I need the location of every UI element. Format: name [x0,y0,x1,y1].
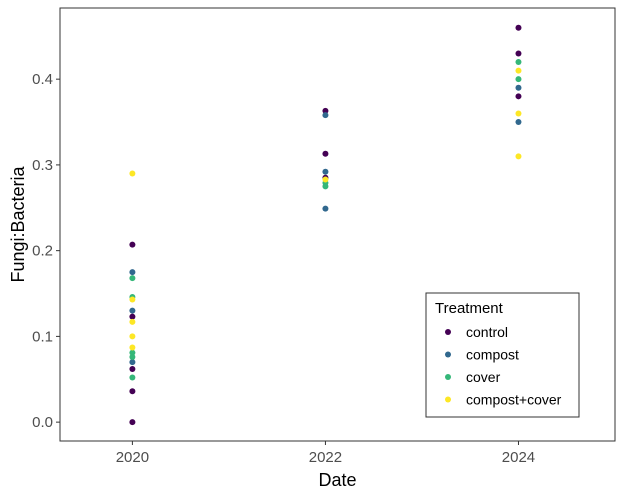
data-point [129,419,136,426]
data-point [129,313,136,320]
legend-marker [445,374,451,380]
data-point [129,353,136,360]
legend-marker [445,396,451,403]
data-point [129,388,136,395]
data-point [515,84,522,91]
y-tick-label: 0.1 [32,328,53,345]
data-point [129,374,136,381]
data-point [129,275,136,282]
legend-label: compost [466,347,519,363]
legend-label: compost+cover [466,392,562,408]
data-point [129,170,136,177]
data-point [515,93,522,100]
data-point [129,349,136,356]
data-point [322,183,329,190]
data-point [129,318,136,325]
data-point [129,307,136,314]
data-point [515,50,522,57]
data-point [129,365,136,372]
data-point [322,150,329,157]
x-tick-label: 2024 [502,449,535,466]
y-tick-label: 0.0 [32,414,53,431]
data-point [129,296,136,303]
data-point [129,333,136,340]
data-point [322,205,329,212]
data-point [515,119,522,126]
data-points-layer [129,24,522,426]
x-axis-title: Date [318,470,356,490]
data-point [515,59,522,66]
legend-box [425,292,580,418]
plot-panel-border [59,7,616,442]
legend-marker [445,329,451,335]
data-point [129,269,136,276]
data-point [515,76,522,83]
x-tick-label: 2020 [116,449,149,466]
x-tick-label: 2022 [309,449,342,466]
data-point [515,110,522,117]
data-point [129,241,136,248]
data-point [322,112,329,119]
data-point [515,153,522,160]
y-tick-label: 0.4 [32,71,53,88]
series-compost [129,84,522,366]
legend-label: cover [466,369,501,385]
series-compost-cover [129,67,522,351]
data-point [515,24,522,31]
y-axis-title: Fungi:Bacteria [8,165,28,282]
data-point [322,107,329,114]
data-point [322,176,329,183]
legend-label: control [466,324,508,340]
data-point [129,344,136,351]
y-tick-label: 0.3 [32,157,53,174]
y-tick-label: 0.2 [32,243,53,260]
legend-marker [445,351,451,358]
data-point [322,168,329,175]
axes-layer: 0.0 0.1 0.2 0.3 0.4 2020 2022 2024 Date Fungi:Bac… [8,7,616,490]
legend-title: Treatment [435,300,504,317]
data-point [129,359,136,366]
legend: Treatment control compost cover compost+cove… [425,292,580,418]
data-point [515,67,522,74]
